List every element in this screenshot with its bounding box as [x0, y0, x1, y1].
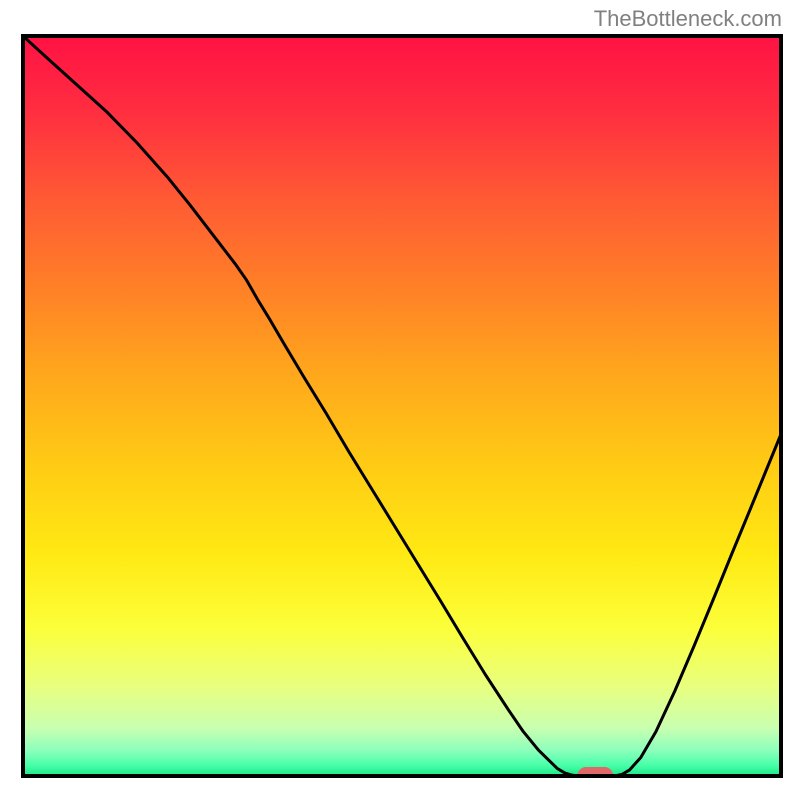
- chart-container: { "watermark": { "text": "TheBottleneck.…: [0, 0, 800, 800]
- watermark-text: TheBottleneck.com: [594, 6, 782, 32]
- chart-background: [23, 36, 781, 776]
- bottleneck-chart: [0, 0, 800, 800]
